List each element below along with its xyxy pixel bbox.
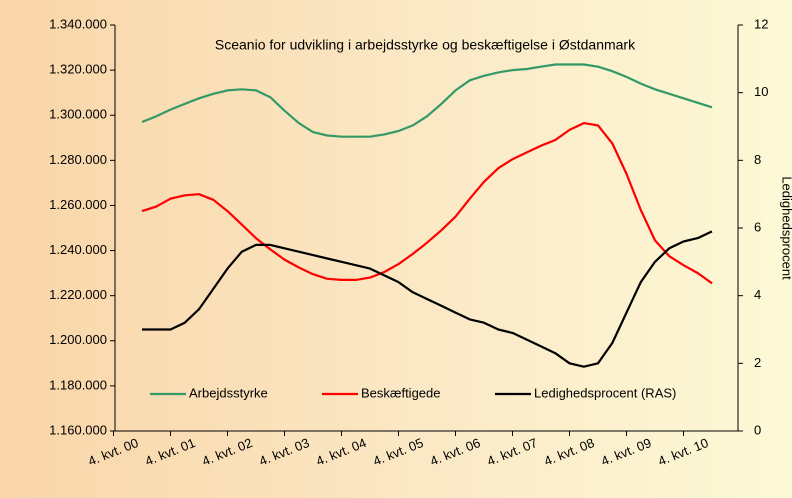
y-tick-label: 1.300.000	[49, 107, 107, 122]
legend-label: Arbejdsstyrke	[189, 385, 268, 400]
series-line	[141, 122, 713, 285]
y2-tick-label: 6	[754, 219, 761, 234]
y2-tick-label: 12	[754, 16, 768, 31]
y-tick-label: 1.200.000	[49, 332, 107, 347]
y2-tick-label: 10	[754, 84, 768, 99]
series-line	[142, 230, 713, 368]
y2-tick-label: 8	[754, 152, 761, 167]
y2-tick-label: 4	[754, 287, 761, 302]
y-tick-label: 1.160.000	[49, 422, 107, 437]
y-tick-label: 1.240.000	[49, 242, 107, 257]
y-tick-label: 1.260.000	[49, 197, 107, 212]
y-tick-label: 1.180.000	[49, 377, 107, 392]
y-tick-label: 1.280.000	[49, 152, 107, 167]
chart-title: Sceanio for udvikling i arbejdsstyrke og…	[215, 37, 636, 53]
legend-label: Beskæftigede	[361, 385, 441, 400]
y-tick-label: 1.220.000	[49, 287, 107, 302]
y2-tick-label: 0	[754, 422, 761, 437]
series-line	[141, 63, 713, 138]
legend-label: Ledighedsprocent (RAS)	[534, 385, 676, 400]
y-tick-label: 1.320.000	[49, 62, 107, 77]
y2-tick-label: 2	[754, 355, 761, 370]
y-tick-label: 1.340.000	[49, 16, 107, 31]
y2-axis-label: Ledighedsprocent	[780, 176, 792, 280]
